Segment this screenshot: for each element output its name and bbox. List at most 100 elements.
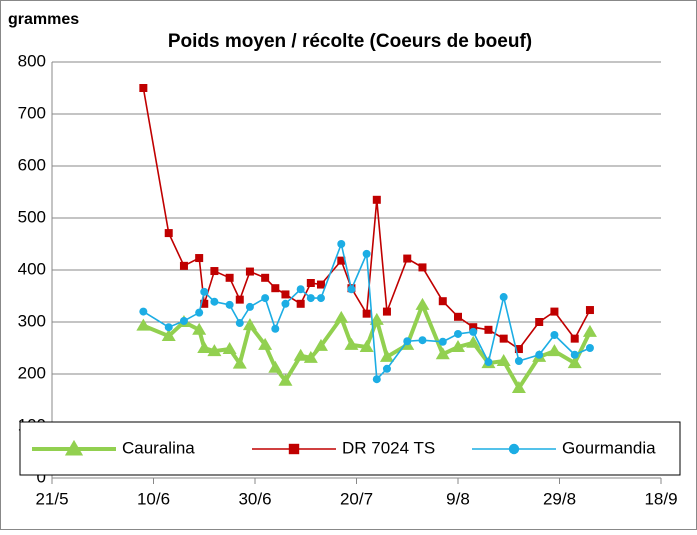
marker — [195, 254, 204, 263]
marker — [225, 273, 234, 282]
marker — [207, 344, 222, 357]
marker — [200, 299, 209, 308]
marker — [306, 294, 315, 303]
marker — [550, 331, 559, 339]
marker — [344, 337, 359, 350]
x-tick-label: 21/5 — [35, 489, 68, 508]
marker — [306, 279, 315, 287]
y-axis-label: grammes — [8, 11, 79, 28]
marker — [210, 267, 219, 276]
marker — [316, 294, 325, 303]
marker — [469, 327, 478, 336]
y-tick-label: 800 — [18, 51, 46, 70]
marker — [164, 323, 173, 332]
marker — [64, 439, 84, 456]
marker — [210, 297, 219, 306]
marker — [313, 338, 328, 351]
marker — [222, 342, 237, 355]
marker — [466, 335, 481, 348]
marker — [293, 348, 308, 361]
marker — [454, 312, 462, 321]
legend-box — [19, 421, 681, 476]
marker — [197, 341, 212, 353]
marker — [281, 290, 290, 299]
marker — [258, 337, 273, 350]
marker — [511, 381, 526, 394]
marker — [535, 318, 544, 326]
marker — [438, 297, 447, 306]
marker — [359, 339, 374, 352]
marker — [514, 345, 523, 354]
marker — [582, 324, 597, 337]
marker — [535, 350, 544, 359]
marker — [438, 337, 447, 346]
legend-label: DR 7024 TS — [342, 438, 435, 457]
y-tick-label: 500 — [18, 207, 46, 226]
marker — [261, 273, 270, 282]
marker — [499, 334, 508, 343]
marker — [164, 229, 173, 238]
marker — [278, 373, 293, 386]
marker — [382, 307, 391, 316]
marker — [268, 360, 283, 373]
marker — [245, 302, 254, 311]
marker — [382, 364, 391, 373]
marker — [161, 329, 176, 342]
marker — [261, 294, 270, 303]
marker — [334, 310, 349, 323]
marker — [235, 295, 244, 304]
marker — [281, 299, 290, 308]
marker — [139, 84, 148, 92]
marker — [136, 318, 151, 331]
y-tick-label: 700 — [18, 103, 46, 122]
y-tick-label: 600 — [18, 155, 46, 174]
marker — [418, 336, 427, 345]
x-tick-label: 18/9 — [644, 489, 677, 508]
chart-title: Poids moyen / récolte (Coeurs de boeuf) — [168, 31, 532, 52]
marker — [369, 312, 384, 325]
marker — [567, 356, 582, 369]
marker — [139, 307, 148, 316]
marker — [303, 350, 318, 363]
x-tick-label: 29/8 — [543, 489, 576, 508]
marker — [372, 195, 381, 204]
marker — [499, 293, 508, 302]
marker — [192, 322, 207, 335]
marker — [232, 356, 247, 369]
marker — [195, 308, 204, 317]
marker — [496, 354, 511, 366]
marker — [337, 240, 346, 248]
y-tick-label: 400 — [18, 259, 46, 278]
marker — [288, 443, 300, 455]
marker — [514, 357, 523, 365]
marker — [235, 319, 244, 328]
y-tick-label: 300 — [18, 311, 46, 330]
marker — [403, 337, 412, 346]
marker — [347, 285, 356, 294]
marker — [585, 344, 594, 352]
marker — [570, 334, 579, 343]
marker — [225, 300, 234, 309]
marker — [508, 443, 520, 455]
marker — [271, 324, 280, 333]
marker — [418, 263, 427, 272]
marker — [179, 316, 188, 325]
marker — [469, 323, 478, 332]
marker — [484, 358, 493, 367]
x-tick-label: 10/6 — [137, 489, 170, 508]
legend-label: Cauralina — [122, 438, 195, 457]
marker — [337, 256, 346, 265]
marker — [550, 307, 559, 316]
marker — [484, 325, 493, 334]
marker — [296, 285, 305, 294]
marker — [179, 261, 188, 270]
marker — [570, 350, 579, 359]
marker — [271, 284, 280, 293]
x-tick-label: 20/7 — [340, 489, 373, 508]
marker — [415, 297, 430, 310]
marker — [547, 344, 562, 357]
marker — [435, 347, 450, 360]
x-tick-label: 30/6 — [238, 489, 271, 508]
legend: Cauralina DR 7024 TS Gourmandia — [19, 421, 681, 476]
x-tick-label: 9/8 — [446, 489, 470, 508]
